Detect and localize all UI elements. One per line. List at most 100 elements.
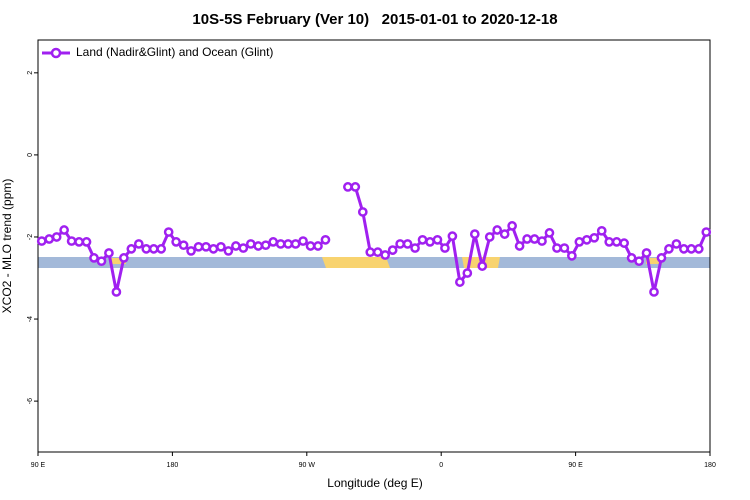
data-point bbox=[380, 250, 391, 260]
data-point bbox=[81, 237, 92, 247]
data-point bbox=[231, 241, 241, 251]
data-point bbox=[679, 244, 689, 254]
data-point bbox=[604, 237, 615, 247]
data-point bbox=[36, 236, 47, 246]
chart-title: 10S-5S February (Ver 10) 2015-01-01 to 2… bbox=[192, 11, 557, 28]
data-point bbox=[395, 239, 405, 249]
data-point bbox=[253, 241, 264, 251]
data-point bbox=[283, 239, 293, 249]
data-point bbox=[641, 248, 652, 258]
data-point bbox=[290, 239, 301, 249]
data-point bbox=[89, 253, 99, 263]
y-tick-label: -6 bbox=[27, 398, 34, 404]
data-point bbox=[701, 227, 712, 237]
data-point bbox=[260, 240, 271, 251]
data-point bbox=[96, 256, 107, 267]
data-point bbox=[664, 244, 674, 254]
data-point bbox=[581, 234, 592, 245]
data-point bbox=[589, 232, 600, 243]
data-point bbox=[432, 234, 443, 245]
data-point bbox=[59, 225, 69, 235]
data-point bbox=[671, 239, 682, 249]
data-point bbox=[313, 241, 323, 251]
data-point bbox=[514, 241, 525, 251]
data-point bbox=[611, 237, 622, 247]
data-point bbox=[223, 246, 234, 256]
data-point bbox=[619, 238, 629, 248]
data-point bbox=[455, 277, 465, 287]
data-point bbox=[350, 182, 361, 192]
data-point bbox=[171, 237, 181, 247]
data-point bbox=[320, 234, 331, 245]
data-point bbox=[529, 234, 540, 244]
data-point bbox=[417, 234, 428, 245]
data-point bbox=[119, 253, 129, 263]
data-point bbox=[357, 207, 368, 217]
data-point bbox=[469, 229, 480, 239]
data-point bbox=[298, 236, 308, 246]
data-point bbox=[44, 234, 55, 244]
data-point bbox=[387, 245, 398, 255]
data-point bbox=[686, 244, 697, 254]
data-point bbox=[74, 237, 84, 247]
data-point bbox=[51, 232, 62, 242]
y-tick-label: 0 bbox=[27, 153, 34, 157]
data-point bbox=[208, 244, 219, 254]
data-point bbox=[447, 231, 458, 242]
data-point bbox=[343, 182, 353, 192]
data-point bbox=[656, 253, 667, 263]
data-point bbox=[141, 244, 152, 254]
x-tick-label: 90 E bbox=[31, 462, 46, 469]
y-axis-label: XCO2 - MLO trend (ppm) bbox=[0, 179, 14, 314]
data-point bbox=[193, 241, 204, 252]
data-point bbox=[111, 287, 122, 297]
x-axis-label: Longitude (deg E) bbox=[327, 476, 422, 490]
legend-label: Land (Nadir&Glint) and Ocean (Glint) bbox=[76, 45, 273, 59]
data-point bbox=[66, 236, 77, 246]
data-point bbox=[402, 239, 413, 249]
data-point bbox=[559, 243, 570, 253]
data-point bbox=[507, 221, 517, 231]
data-point bbox=[410, 243, 420, 253]
data-point bbox=[552, 243, 562, 253]
y-tick-label: -2 bbox=[27, 234, 34, 240]
data-point bbox=[372, 247, 383, 258]
x-tick-label: 90 E bbox=[568, 462, 583, 469]
land bbox=[322, 257, 390, 268]
data-point bbox=[365, 247, 376, 258]
data-point bbox=[156, 244, 167, 254]
legend-marker bbox=[50, 47, 62, 59]
data-point bbox=[574, 237, 585, 247]
data-point bbox=[178, 240, 189, 251]
data-point bbox=[477, 261, 488, 271]
y-tick-label: 2 bbox=[27, 71, 34, 75]
map-strip bbox=[38, 257, 710, 268]
x-tick-label: 0 bbox=[439, 462, 443, 469]
data-point bbox=[268, 237, 279, 247]
data-point bbox=[626, 253, 637, 263]
data-point bbox=[462, 268, 473, 278]
plot-frame bbox=[37, 39, 711, 453]
x-tick-label: 180 bbox=[167, 462, 179, 469]
data-point bbox=[567, 250, 577, 261]
land bbox=[110, 258, 126, 264]
data-point bbox=[499, 229, 510, 239]
data-point bbox=[484, 232, 495, 242]
legend: Land (Nadir&Glint) and Ocean (Glint) bbox=[42, 45, 273, 59]
data-point bbox=[186, 246, 196, 256]
data-point bbox=[216, 241, 226, 252]
data-point bbox=[425, 237, 435, 247]
y-tick-label: -4 bbox=[27, 316, 34, 322]
data-point bbox=[634, 256, 644, 267]
data-point bbox=[148, 244, 159, 254]
data-point bbox=[104, 248, 114, 258]
data-point bbox=[163, 227, 174, 237]
data-point bbox=[544, 228, 555, 238]
data-point bbox=[440, 243, 450, 253]
data-point bbox=[649, 287, 659, 297]
data-point bbox=[305, 241, 316, 251]
x-tick-label: 180 bbox=[704, 462, 716, 469]
data-point bbox=[245, 239, 256, 249]
data-point bbox=[126, 244, 137, 254]
